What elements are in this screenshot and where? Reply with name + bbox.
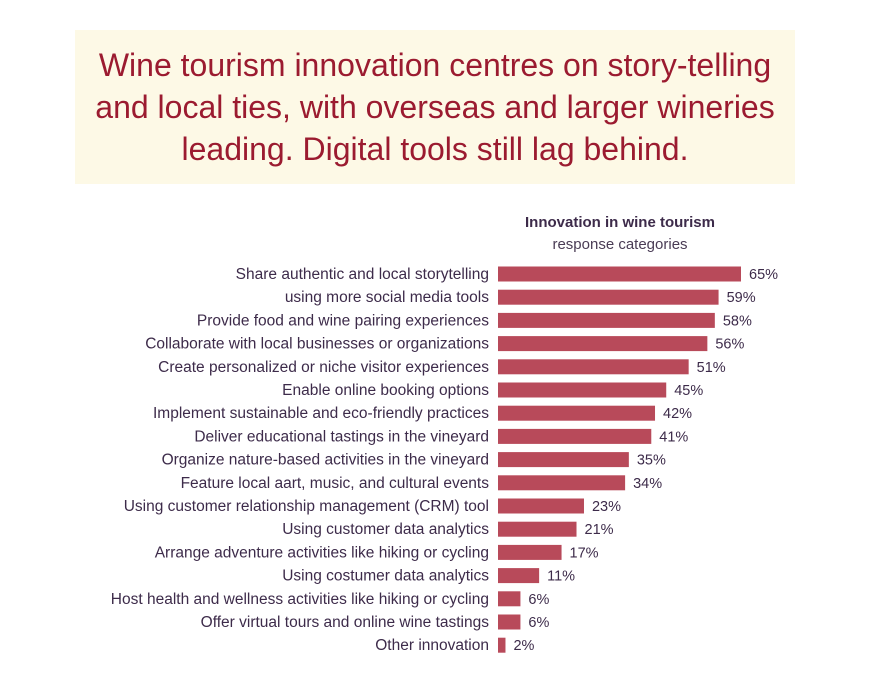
category-label: Deliver educational tastings in the vine… [194, 428, 489, 445]
bar [498, 428, 652, 444]
category-label: Feature local aart, music, and cultural … [181, 475, 490, 492]
bar [498, 336, 708, 352]
category-label: Organize nature-based activities in the … [162, 452, 489, 469]
bar [498, 637, 506, 653]
bar [498, 452, 629, 468]
category-label: Using costumer data analytics [282, 568, 489, 585]
value-label: 56% [715, 337, 744, 353]
category-label: Using customer relationship management (… [124, 498, 489, 515]
chart-title: Innovation in wine tourism [524, 214, 715, 231]
category-label: Implement sustainable and eco-friendly p… [153, 405, 489, 422]
category-label: Provide food and wine pairing experience… [197, 312, 489, 329]
category-label: Share authentic and local storytelling [236, 266, 489, 283]
value-label: 41% [659, 429, 688, 445]
value-label: 35% [637, 453, 666, 469]
value-label: 51% [697, 360, 726, 376]
bar [498, 568, 540, 584]
bar [498, 266, 741, 282]
bar [498, 289, 719, 305]
category-label: using more social media tools [285, 289, 489, 306]
category-label: Using customer data analytics [282, 521, 489, 538]
bar [498, 382, 667, 398]
value-label: 2% [513, 638, 534, 654]
value-label: 34% [633, 476, 662, 492]
value-label: 17% [570, 545, 599, 561]
headline-box: Wine tourism innovation centres on story… [75, 30, 795, 184]
bar [498, 498, 584, 514]
bar [498, 312, 715, 328]
bar [498, 359, 689, 375]
value-label: 58% [723, 313, 752, 329]
category-label: Collaborate with local businesses or org… [145, 336, 489, 353]
value-label: 11% [547, 569, 575, 585]
bar [498, 521, 577, 537]
bar [498, 614, 521, 630]
chart-subtitle: response categories [552, 236, 688, 253]
bar [498, 591, 521, 607]
value-label: 6% [528, 592, 549, 608]
value-label: 65% [749, 267, 778, 283]
category-label: Create personalized or niche visitor exp… [158, 359, 489, 376]
category-label: Other innovation [375, 637, 489, 654]
bar [498, 405, 656, 421]
value-label: 45% [674, 383, 703, 399]
value-label: 21% [585, 522, 614, 538]
bar [498, 544, 562, 560]
headline: Wine tourism innovation centres on story… [95, 47, 775, 167]
bar [498, 475, 626, 491]
value-label: 42% [663, 406, 692, 422]
category-label: Arrange adventure activities like hiking… [155, 544, 489, 561]
value-label: 23% [592, 499, 621, 515]
value-label: 6% [528, 615, 549, 631]
category-label: Offer virtual tours and online wine tast… [201, 614, 490, 631]
category-label: Host health and wellness activities like… [111, 591, 489, 608]
value-label: 59% [727, 290, 756, 306]
category-label: Enable online booking options [282, 382, 489, 399]
